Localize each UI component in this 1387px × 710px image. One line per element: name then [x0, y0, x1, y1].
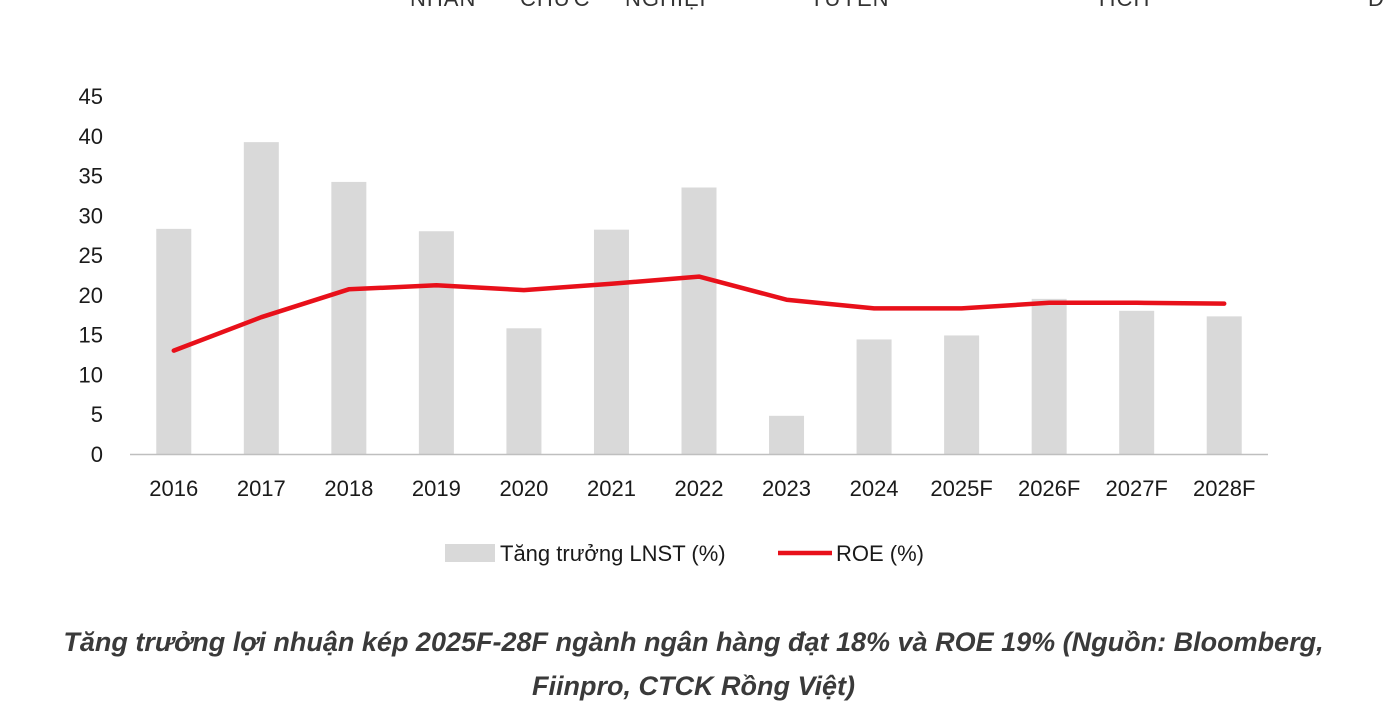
x-tick-label-2019: 2019 [412, 476, 461, 501]
x-tick-label-2027F: 2027F [1105, 476, 1167, 501]
x-tick-label-2021: 2021 [587, 476, 636, 501]
bar-2028F [1206, 316, 1242, 454]
x-tick-label-2022: 2022 [675, 476, 724, 501]
nav-item-5[interactable]: TÍCH [1095, 0, 1150, 12]
nav-item-1[interactable]: NHÂN [410, 0, 476, 12]
bar-2021 [593, 229, 629, 454]
y-tick-label-8: 40 [79, 124, 103, 149]
y-tick-label-9: 45 [79, 84, 103, 109]
x-tick-label-2016: 2016 [149, 476, 198, 501]
y-tick-label-3: 15 [79, 323, 103, 348]
bar-2026F [1031, 298, 1067, 454]
nav-item-4[interactable]: TUYỂN [810, 0, 890, 12]
x-tick-label-2025F: 2025F [930, 476, 992, 501]
x-tick-label-2023: 2023 [762, 476, 811, 501]
legend-bar-label: Tăng trưởng LNST (%) [500, 541, 726, 566]
caption-line-1: Tăng trưởng lợi nhuận kép 2025F-28F ngàn… [63, 627, 1324, 657]
legend-line-label: ROE (%) [836, 541, 924, 566]
bar-2027F [1119, 310, 1155, 454]
bar-2024 [856, 339, 892, 454]
bar-series [156, 142, 1242, 455]
x-tick-label-2020: 2020 [499, 476, 548, 501]
y-tick-label-7: 35 [79, 164, 103, 189]
y-tick-label-4: 20 [79, 283, 103, 308]
y-tick-label-2: 10 [79, 362, 103, 387]
top-navigation: NHÂN CHỨC NGHIỆP TUYỂN TÍCH Đ [0, 0, 1387, 14]
y-tick-label-5: 25 [79, 243, 103, 268]
bar-2020 [506, 328, 542, 454]
chart-caption: Tăng trưởng lợi nhuận kép 2025F-28F ngàn… [20, 620, 1367, 708]
nav-item-2[interactable]: CHỨC [520, 0, 590, 12]
nav-item-3[interactable]: NGHIỆP [625, 0, 715, 12]
legend: Tăng trưởng LNST (%) ROE (%) [445, 541, 924, 566]
bar-2016 [156, 228, 192, 454]
x-tick-label-2018: 2018 [324, 476, 373, 501]
caption-line-2: Fiinpro, CTCK Rồng Việt) [532, 671, 855, 701]
bar-2025F [944, 335, 980, 454]
y-tick-label-6: 30 [79, 203, 103, 228]
y-tick-label-1: 5 [91, 402, 103, 427]
roe-line [171, 274, 1227, 353]
nav-item-6[interactable]: Đ [1368, 0, 1385, 12]
y-axis-ticks: 0 5 10 15 20 25 30 35 40 45 [79, 84, 103, 467]
x-axis-ticks: 2016 2017 2018 2019 2020 2021 2022 2023 2024 2025… [149, 476, 1255, 501]
x-tick-label-2017: 2017 [237, 476, 286, 501]
x-tick-label-2028F: 2028F [1193, 476, 1255, 501]
bar-2019 [418, 231, 454, 454]
bar-2018 [331, 181, 367, 455]
bar-2022 [681, 187, 717, 454]
y-tick-label-0: 0 [91, 442, 103, 467]
x-tick-label-2024: 2024 [850, 476, 899, 501]
legend-bar-swatch [445, 544, 495, 562]
x-tick-label-2026F: 2026F [1018, 476, 1080, 501]
bar-2023 [769, 415, 805, 454]
bar-2017 [243, 142, 279, 455]
